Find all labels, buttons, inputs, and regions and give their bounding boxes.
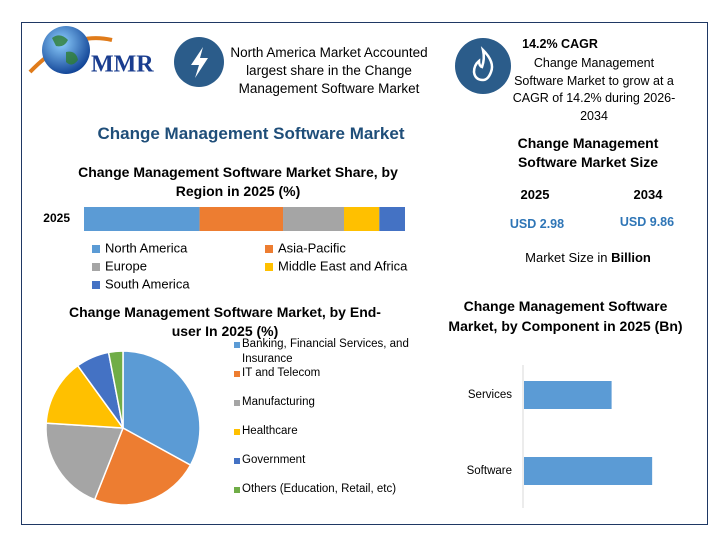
legend-marker bbox=[234, 342, 240, 348]
market-value: USD 9.86 bbox=[619, 215, 675, 229]
bar-segment bbox=[199, 207, 284, 231]
page-title: Change Management Software Market bbox=[97, 124, 405, 143]
logo-globe bbox=[28, 26, 113, 74]
pie-slice bbox=[45, 364, 125, 429]
pie-slice bbox=[107, 350, 124, 429]
pie-slice bbox=[122, 350, 201, 467]
note-unit: Billion bbox=[611, 250, 651, 265]
highlight-title: 14.2% CAGR bbox=[522, 37, 598, 51]
legend-label: IT and Telecom bbox=[242, 367, 321, 379]
legend-label: North America bbox=[105, 240, 188, 255]
legend-marker bbox=[234, 371, 240, 377]
legend-marker bbox=[92, 263, 100, 271]
y-tick-label: 2025 bbox=[43, 211, 70, 225]
legend-marker bbox=[234, 429, 240, 435]
lightning-icon bbox=[174, 37, 224, 87]
year: 2025 bbox=[520, 187, 550, 202]
pie-slice bbox=[93, 426, 192, 506]
legend-marker bbox=[234, 487, 240, 493]
highlight-text: North America Market Accounted largest s… bbox=[230, 45, 428, 96]
year: 2034 bbox=[633, 187, 663, 202]
note-text: Market Size in bbox=[525, 250, 608, 265]
legend-marker bbox=[265, 263, 273, 271]
legend-label: Healthcare bbox=[242, 425, 298, 437]
y-tick-label: Services bbox=[468, 389, 512, 401]
chart-title: Change Management Software Market, by Co… bbox=[448, 298, 683, 334]
market-size-note: Market Size in Billion bbox=[488, 250, 688, 265]
chart-title: Change Management Software Market Share,… bbox=[78, 164, 398, 199]
frame bbox=[21, 22, 708, 525]
bar bbox=[524, 381, 612, 409]
legend-label: Banking, Financial Services, and Insuran… bbox=[242, 338, 409, 365]
legend-marker bbox=[92, 245, 100, 253]
market-size-title: Change Management Software Market Size bbox=[517, 135, 659, 170]
logo-text: MMR bbox=[91, 52, 154, 78]
legend-marker bbox=[265, 245, 273, 253]
legend-label: Government bbox=[242, 454, 306, 466]
legend-label: Others (Education, Retail, etc) bbox=[242, 483, 397, 495]
legend-marker bbox=[234, 458, 240, 464]
bar-segment bbox=[84, 207, 200, 231]
legend-label: Manufacturing bbox=[242, 396, 315, 408]
legend-label: South America bbox=[105, 276, 190, 291]
chart-title: Change Management Software Market, by En… bbox=[69, 304, 381, 339]
bar-segment bbox=[379, 207, 405, 231]
legend-label: Middle East and Africa bbox=[278, 258, 408, 273]
y-tick-label: Software bbox=[467, 465, 512, 477]
bar-segment bbox=[283, 207, 345, 231]
legend-label: Asia-Pacific bbox=[278, 240, 346, 255]
market-value: USD 2.98 bbox=[509, 217, 565, 231]
legend-marker bbox=[92, 281, 100, 289]
legend-marker bbox=[234, 400, 240, 406]
pie-slice bbox=[45, 422, 125, 501]
fire-icon bbox=[455, 38, 511, 94]
bar bbox=[524, 457, 653, 485]
bar-segment bbox=[344, 207, 380, 231]
legend-label: Europe bbox=[105, 258, 147, 273]
highlight-text: Change Management Software Market to gro… bbox=[512, 56, 676, 123]
